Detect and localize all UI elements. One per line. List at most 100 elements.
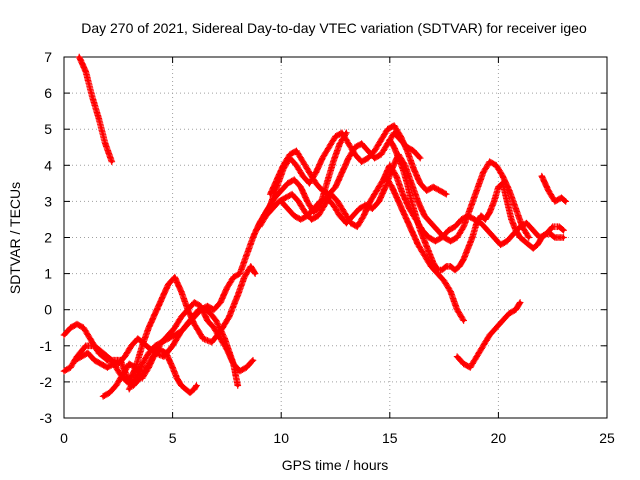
- data-point: [501, 174, 505, 178]
- data-point: [294, 163, 299, 167]
- data-point: [262, 214, 266, 218]
- data-point: [492, 235, 496, 240]
- data-point: [444, 264, 448, 268]
- data-point: [186, 322, 190, 326]
- y-tick-label: -2: [40, 374, 53, 390]
- data-point: [488, 160, 492, 164]
- data-point: [496, 185, 500, 189]
- data-point: [299, 185, 303, 189]
- data-point: [435, 272, 440, 276]
- data-point: [462, 318, 466, 323]
- data-point: [192, 315, 196, 319]
- data-point: [166, 336, 170, 341]
- data-point: [422, 239, 427, 243]
- data-point: [73, 358, 77, 362]
- data-point: [540, 174, 544, 178]
- data-point: [475, 355, 479, 359]
- series-track-6: [125, 129, 350, 393]
- data-point: [160, 340, 164, 344]
- series-marks: [386, 136, 567, 274]
- data-point: [275, 178, 279, 182]
- data-point: [194, 383, 199, 388]
- data-point: [342, 210, 346, 214]
- data-point: [218, 329, 222, 333]
- data-point: [359, 160, 364, 164]
- data-point: [101, 394, 105, 398]
- data-point: [292, 178, 296, 182]
- data-point: [462, 362, 466, 366]
- data-point: [501, 181, 505, 185]
- data-point: [281, 163, 285, 167]
- data-point: [97, 116, 101, 120]
- data-point: [455, 235, 459, 240]
- data-point: [564, 199, 568, 203]
- y-tick-label: 0: [44, 302, 52, 318]
- data-point: [192, 322, 196, 326]
- y-tick-label: 5: [44, 121, 52, 137]
- data-point: [186, 308, 190, 312]
- data-point: [103, 142, 107, 146]
- data-point: [379, 138, 383, 142]
- data-point: [546, 188, 550, 193]
- data-point: [449, 239, 453, 243]
- data-point: [118, 358, 123, 362]
- data-point: [77, 55, 81, 59]
- data-point: [327, 192, 331, 196]
- data-point: [377, 199, 381, 203]
- data-point: [134, 365, 138, 370]
- data-point: [375, 188, 379, 193]
- data-point: [92, 358, 97, 362]
- data-point: [422, 253, 427, 258]
- data-point: [251, 235, 255, 240]
- data-point: [283, 196, 288, 200]
- data-point: [125, 380, 129, 384]
- data-point: [179, 329, 183, 333]
- data-point: [379, 152, 383, 157]
- data-point: [279, 199, 283, 203]
- data-point: [166, 282, 170, 287]
- data-point: [481, 344, 485, 348]
- data-point: [140, 344, 144, 348]
- data-point: [470, 235, 474, 240]
- data-point: [475, 188, 479, 193]
- series-track-1: [75, 53, 116, 166]
- data-point: [366, 149, 370, 153]
- data-point: [175, 376, 179, 380]
- x-axis-label: GPS time / hours: [282, 457, 389, 473]
- series-marks: [538, 172, 570, 205]
- data-point: [514, 228, 518, 232]
- data-point: [346, 156, 351, 160]
- data-point: [244, 365, 249, 370]
- data-point: [390, 167, 394, 171]
- data-point: [416, 243, 420, 247]
- data-point: [179, 290, 183, 294]
- data-point: [314, 181, 318, 185]
- data-point: [518, 235, 522, 240]
- data-point: [244, 253, 249, 258]
- data-point: [199, 308, 203, 312]
- data-point: [340, 131, 344, 135]
- data-point: [527, 243, 531, 247]
- plot-frame: [63, 56, 608, 419]
- y-tick-label: 6: [44, 85, 52, 101]
- data-point: [418, 228, 422, 232]
- data-point: [409, 228, 414, 232]
- x-tick-label: 10: [273, 430, 289, 446]
- data-point: [429, 264, 433, 268]
- data-point: [368, 199, 372, 203]
- data-point: [388, 138, 392, 142]
- data-point: [392, 123, 396, 128]
- series-track-12: [382, 172, 468, 324]
- data-point: [238, 369, 242, 373]
- data-point: [68, 326, 73, 330]
- data-point: [75, 322, 79, 326]
- data-point: [401, 167, 405, 171]
- data-point: [468, 207, 472, 211]
- data-point: [475, 221, 479, 225]
- chart-title: Day 270 of 2021, Sidereal Day-to-day VTE…: [81, 20, 587, 36]
- data-point: [188, 391, 192, 395]
- data-point: [218, 300, 222, 305]
- data-point: [444, 192, 448, 196]
- data-point: [553, 235, 557, 240]
- data-point: [557, 235, 561, 240]
